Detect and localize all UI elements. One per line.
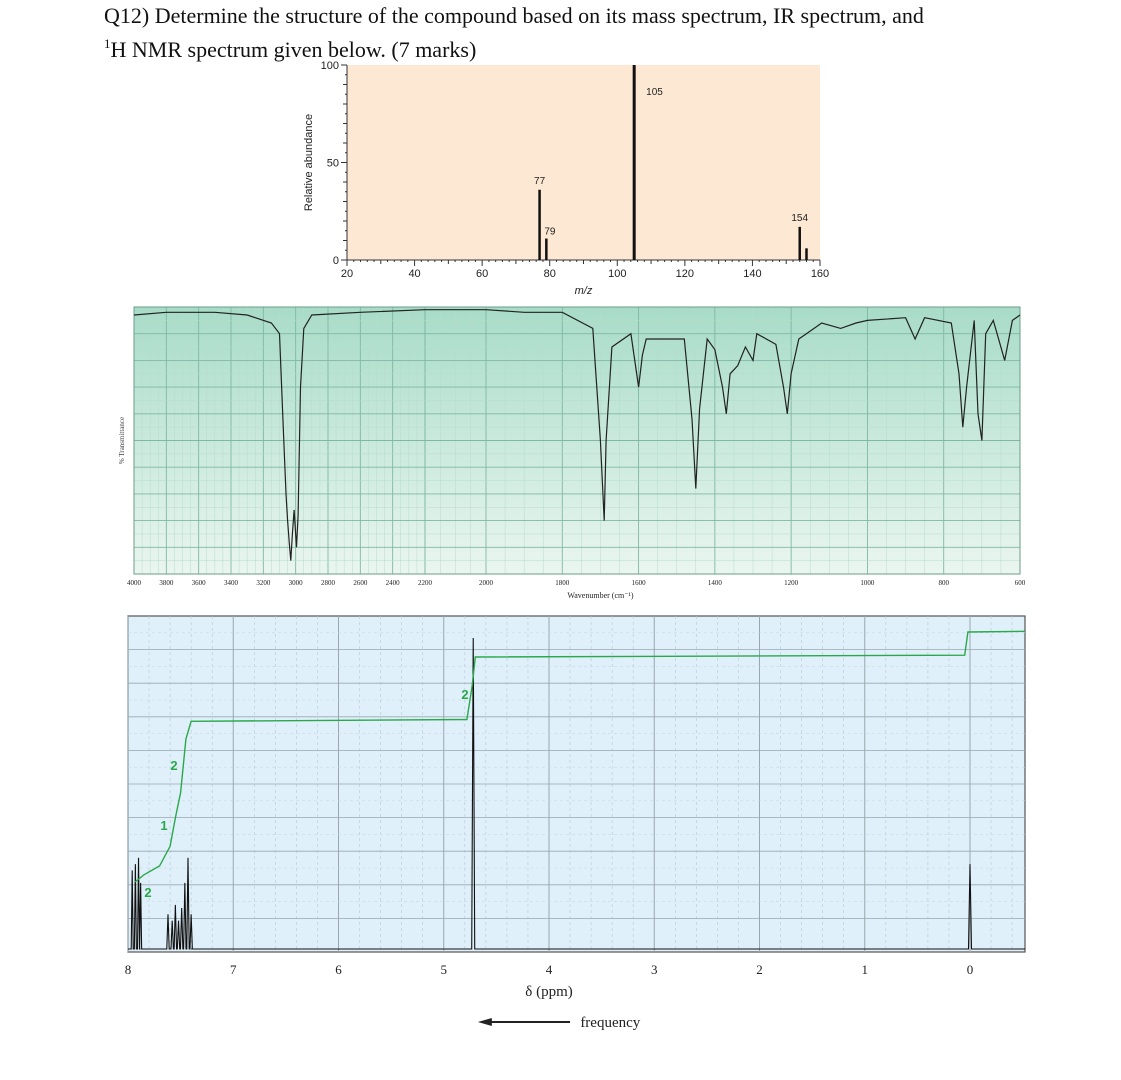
- frequency-arrow-head: [477, 1018, 492, 1026]
- ms-peak-label: 154: [791, 213, 808, 224]
- frequency-label: frequency: [580, 1015, 640, 1031]
- ir-x-tick-label: 1800: [555, 579, 570, 587]
- ms-x-tick-label: 60: [476, 268, 488, 280]
- nmr-x-tick-label: 5: [441, 962, 448, 977]
- ms-y-tick-label: 0: [333, 255, 339, 267]
- ir-x-tick-label: 1600: [632, 579, 647, 587]
- nmr-integration-label: 1: [160, 818, 167, 833]
- ms-peak-label: 77: [534, 176, 546, 187]
- ms-x-tick-label: 20: [341, 268, 353, 280]
- ms-x-tick-label: 140: [743, 268, 761, 280]
- ir-x-tick-label: 1000: [860, 579, 875, 587]
- ir-x-tick-label: 3000: [289, 579, 304, 587]
- ms-x-tick-label: 100: [608, 268, 626, 280]
- ir-x-tick-label: 2800: [321, 579, 336, 587]
- question-line-2-text: H NMR spectrum given below. (7 marks): [110, 37, 477, 62]
- nmr-x-tick-label: 4: [546, 962, 553, 977]
- ms-peak-label: 105: [646, 87, 663, 98]
- ms-peak-label: 79: [544, 227, 556, 238]
- nmr-spectrum-chart: 2 1 2 2 8 7 6 5 4 3 2 1 0 δ (ppm) frequency: [125, 615, 1026, 1031]
- nmr-x-tick-label: 7: [230, 962, 237, 977]
- ir-x-tick-label: 2400: [386, 579, 401, 587]
- question-line-1: Q12) Determine the structure of the comp…: [104, 3, 924, 28]
- nmr-x-tick-label: 8: [125, 962, 132, 977]
- ir-x-tick-label: 3600: [192, 579, 207, 587]
- ir-x-tick-label: 1400: [708, 579, 723, 587]
- ir-spectrum-line: [133, 309, 1021, 561]
- ir-x-tick-label: 600: [1015, 579, 1026, 587]
- ms-plot-area: [347, 65, 820, 260]
- ir-x-tick-label: 2000: [479, 579, 494, 587]
- ir-x-tick-label: 4000: [127, 579, 142, 587]
- ir-frame: [133, 306, 1021, 575]
- ms-x-axis-label: m/z: [575, 285, 593, 297]
- ir-x-tick-label: 3400: [224, 579, 239, 587]
- nmr-integration-label: 2: [461, 687, 468, 702]
- ir-x-tick-label: 800: [938, 579, 949, 587]
- nmr-x-tick-label: 1: [862, 962, 869, 977]
- ms-x-tick-label: 80: [544, 268, 556, 280]
- ms-x-tick-label: 160: [811, 268, 829, 280]
- ir-y-axis-label: % Transmittance: [118, 417, 126, 464]
- nmr-integration-label: 2: [144, 885, 151, 900]
- nmr-x-axis-label: δ (ppm): [525, 984, 572, 1000]
- ir-x-tick-label: 3200: [256, 579, 271, 587]
- ir-spectrum-chart: 4000 3800 3600 3400 3200 3000 2800 2600 2400 2200…: [118, 306, 1026, 600]
- ir-x-tick-label: 2600: [353, 579, 368, 587]
- nmr-x-tick-label: 0: [967, 962, 974, 977]
- ms-y-axis-label: Relative abundance: [303, 114, 315, 211]
- nmr-integral-curve: [134, 630, 1026, 883]
- nmr-x-tick-label: 2: [756, 962, 763, 977]
- question-line-2: 1H NMR spectrum given below. (7 marks): [104, 30, 1114, 64]
- nmr-x-tick-label: 6: [335, 962, 342, 977]
- ir-x-tick-label: 2200: [418, 579, 433, 587]
- ir-x-axis-label: Wavenumber (cm⁻¹): [567, 591, 634, 600]
- ir-x-tick-label: 1200: [784, 579, 799, 587]
- nmr-spectrum-trace: [128, 637, 1025, 950]
- ms-x-tick-label: 120: [676, 268, 694, 280]
- ms-y-tick-label: 100: [321, 60, 339, 72]
- question-text: Q12) Determine the structure of the comp…: [104, 2, 1114, 64]
- ir-x-tick-label: 3800: [159, 579, 174, 587]
- superscript-one: 1: [104, 36, 111, 51]
- nmr-x-tick-label: 3: [651, 962, 658, 977]
- ms-x-tick-label: 40: [408, 268, 420, 280]
- ms-y-tick-label: 50: [327, 158, 339, 170]
- mass-spectrum-chart: 0 50 100 20 40 60 80 100 120 140 160 m/z Relative ab…: [303, 60, 829, 297]
- nmr-integration-label: 2: [170, 758, 177, 773]
